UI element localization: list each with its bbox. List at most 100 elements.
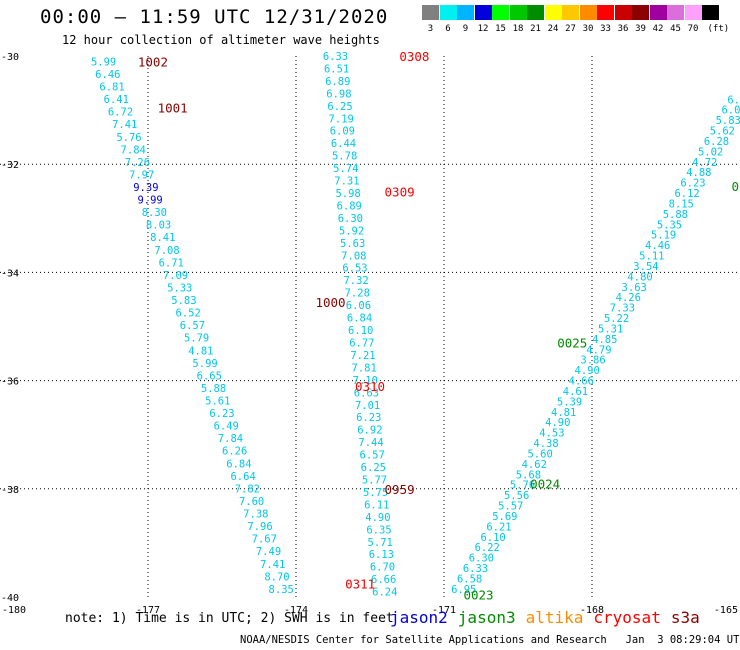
x-tick-label: -180 <box>2 605 26 616</box>
wave-height-value: 6.26 <box>222 446 247 458</box>
legend-swatch <box>544 5 562 20</box>
x-tick-label: -168 <box>580 605 604 616</box>
chart-subtitle: 12 hour collection of altimeter wave hei… <box>62 33 380 47</box>
wave-height-value: 6.53 <box>342 263 367 275</box>
wave-height-value: 4.88 <box>686 167 711 179</box>
legend-swatch <box>509 5 527 20</box>
wave-height-value: 4.90 <box>365 512 390 524</box>
wave-height-value: 7.09 <box>163 270 188 282</box>
pass-time-label: 0024 <box>530 476 560 491</box>
wave-height-value: 4.72 <box>692 157 717 169</box>
wave-height-value: 6.28 <box>704 136 729 148</box>
satellite-jason3: jason3 <box>457 608 516 627</box>
pass-time-label: 0959 <box>385 482 415 497</box>
wave-height-value: 7.08 <box>154 245 179 257</box>
wave-height-value: 6.09 <box>330 126 355 138</box>
legend-swatch <box>702 5 719 20</box>
legend-label: 6 <box>445 24 451 34</box>
wave-height-value: 5.62 <box>710 126 735 138</box>
wave-height-value: 6.77 <box>349 337 374 349</box>
wave-height-value: 5.75 <box>363 487 388 499</box>
x-tick-label: -177 <box>136 605 160 616</box>
wave-height-value: 6.35 <box>366 524 391 536</box>
legend-swatch <box>439 5 457 20</box>
wave-height-value: 5.83 <box>716 115 740 127</box>
legend-label: 36 <box>617 24 629 34</box>
legend-label: 39 <box>635 24 646 34</box>
x-tick-label: -171 <box>432 605 456 616</box>
wave-height-value: 3.54 <box>633 261 658 273</box>
wave-height-value: 6.89 <box>325 76 350 88</box>
wave-height-value: 6.22 <box>475 542 500 554</box>
wave-height-value: 5.99 <box>91 56 116 68</box>
wave-height-value: 6.10 <box>348 325 373 337</box>
wave-height-value: 5.76 <box>510 480 535 492</box>
wave-height-value: 7.08 <box>341 250 366 262</box>
wave-height-value: 5.74 <box>333 163 358 175</box>
pass-time-label: 0308 <box>399 49 429 64</box>
legend-label: 33 <box>600 24 611 34</box>
wave-height-value: 6.21 <box>486 521 511 533</box>
wave-height-value: 4.79 <box>586 344 611 356</box>
wave-height-value: 5.68 <box>516 469 541 481</box>
wave-height-value: 4.90 <box>575 365 600 377</box>
wave-height-value: 7.32 <box>343 275 368 287</box>
wave-height-value: 5.57 <box>498 501 523 513</box>
wave-height-value: 6.84 <box>226 458 251 470</box>
wave-height-value: 6.11 <box>364 499 389 511</box>
footer-credit: NOAA/NESDIS Center for Satellite Applica… <box>240 634 740 646</box>
wave-height-value: 7.41 <box>260 559 285 571</box>
legend-swatch <box>597 5 614 20</box>
legend-swatch <box>492 5 509 20</box>
wave-height-value: 8.15 <box>669 198 694 210</box>
y-tick-label: -38 <box>1 485 19 496</box>
legend-swatch <box>562 5 579 20</box>
wave-height-value: 6.92 <box>357 425 382 437</box>
wave-height-value: 4.66 <box>569 376 594 388</box>
wave-height-value: 4.90 <box>545 417 570 429</box>
pass-time-label: 0 <box>731 179 739 194</box>
legend-label: 70 <box>687 24 699 34</box>
wave-height-value: 5.22 <box>604 313 629 325</box>
legend-label: 12 <box>477 24 489 34</box>
wave-height-value: 7.31 <box>334 176 359 188</box>
wave-height-value: 6.31 <box>727 94 740 106</box>
wave-height-value: 4.81 <box>551 407 576 419</box>
satellite-cryosat: cryosat <box>593 608 661 627</box>
wave-height-value: 7.44 <box>358 437 383 449</box>
wave-height-value: 5.92 <box>339 225 364 237</box>
wave-height-value: 4.61 <box>563 386 588 398</box>
wave-height-value: 5.02 <box>698 146 723 158</box>
wave-height-value: 4.26 <box>616 292 641 304</box>
wave-height-value: 6.23 <box>356 412 381 424</box>
legend-swatch <box>649 5 667 20</box>
wave-height-value: 5.61 <box>205 396 230 408</box>
wave-height-value: 5.69 <box>492 511 517 523</box>
wave-height-value: 4.62 <box>522 459 547 471</box>
y-tick-label: -36 <box>1 377 19 388</box>
wave-height-value: 6.10 <box>480 532 505 544</box>
wave-height-value: 7.67 <box>252 534 277 546</box>
wave-height-value: 6.30 <box>469 553 494 565</box>
wave-height-value: 6.66 <box>371 574 396 586</box>
wave-height-value: 5.11 <box>639 251 664 263</box>
wave-height-value: 5.98 <box>335 188 360 200</box>
satellite-legend: jason2 jason3 altika cryosat s3a <box>390 608 710 627</box>
satellite-jason2: jason2 <box>390 608 448 627</box>
wave-height-value: 6.33 <box>323 51 348 63</box>
wave-height-value: 6.25 <box>327 101 352 113</box>
wave-height-value: 6.13 <box>369 549 394 561</box>
wave-height-value: 5.99 <box>192 358 217 370</box>
wave-height-value: 9.39 <box>133 182 158 194</box>
wave-height-value: 7.10 <box>353 375 378 387</box>
wave-height-value: 5.33 <box>167 282 192 294</box>
wave-height-value: 7.38 <box>243 509 268 521</box>
wave-height-value: 4.46 <box>645 240 670 252</box>
wave-height-value: 6.71 <box>159 257 184 269</box>
legend-label: 30 <box>582 24 594 34</box>
wave-height-value: 6.12 <box>674 188 699 200</box>
wave-height-value: 7.81 <box>352 362 377 374</box>
wave-height-value: 7.41 <box>112 119 137 131</box>
y-tick-label: -34 <box>1 268 19 279</box>
wave-height-value: 6.44 <box>331 138 356 150</box>
